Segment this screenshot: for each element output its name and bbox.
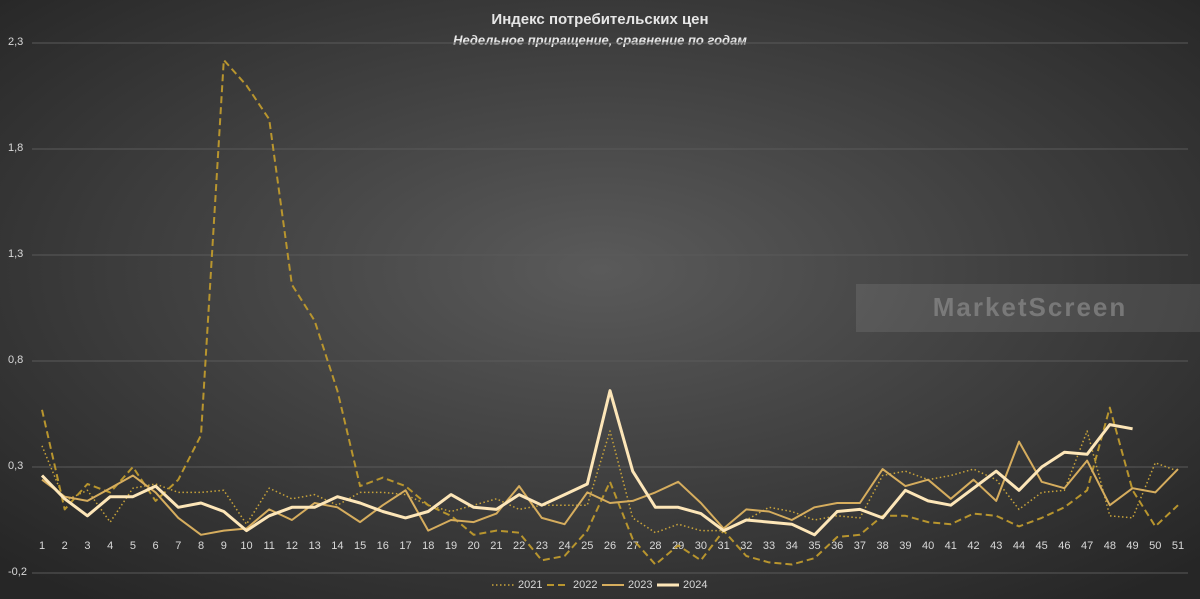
x-tick-label: 21	[490, 540, 502, 552]
x-tick-label: 40	[922, 540, 934, 552]
x-tick-label: 13	[309, 540, 321, 552]
x-tick-label: 30	[695, 540, 707, 552]
x-tick-label: 20	[468, 540, 480, 552]
legend-label: 2023	[628, 579, 652, 591]
x-tick-label: 3	[84, 540, 90, 552]
y-tick-label: 0,3	[8, 460, 23, 472]
x-tick-label: 47	[1081, 540, 1093, 552]
lines	[40, 59, 1179, 566]
x-tick-label: 31	[717, 540, 729, 552]
watermark: MarketScreen	[933, 292, 1128, 322]
y-tick-label: -0,2	[8, 566, 27, 578]
x-tick-label: 34	[786, 540, 798, 552]
x-tick-label: 18	[422, 540, 434, 552]
x-tick-label: 19	[445, 540, 457, 552]
chart-title: Индекс потребительских цен	[491, 11, 708, 28]
watermark-box	[856, 284, 1200, 332]
x-tick-label: 5	[130, 540, 136, 552]
x-tick-label: 24	[558, 540, 570, 552]
x-tick-label: 4	[107, 540, 113, 552]
grid: -0,20,30,81,31,82,31 2 3 4 5 6 7 8 9 10 11 12 13 14 15…	[8, 36, 1188, 578]
x-tick-label: 50	[1149, 540, 1161, 552]
x-tick-label: 32	[740, 540, 752, 552]
x-tick-label: 48	[1104, 540, 1116, 552]
x-tick-label: 46	[1058, 540, 1070, 552]
x-tick-label: 12	[286, 540, 298, 552]
legend-label: 2024	[683, 579, 707, 591]
x-tick-label: 43	[990, 540, 1002, 552]
x-tick-label: 51	[1172, 540, 1184, 552]
x-tick-label: 11	[263, 540, 274, 552]
x-tick-label: 6	[153, 540, 159, 552]
x-tick-label: 15	[354, 540, 366, 552]
x-tick-label: 1	[39, 540, 45, 552]
x-tick-label: 41	[945, 540, 957, 552]
x-tick-label: 10	[240, 540, 252, 552]
y-tick-label: 1,8	[8, 142, 23, 154]
x-tick-label: 2	[62, 540, 68, 552]
x-tick-label: 27	[627, 540, 639, 552]
x-tick-label: 22	[513, 540, 525, 552]
x-tick-label: 39	[899, 540, 911, 552]
x-tick-label: 36	[831, 540, 843, 552]
legend-label: 2022	[573, 579, 597, 591]
legend: 2021 2022 2023 2024	[492, 579, 707, 591]
x-tick-label: 44	[1013, 540, 1025, 552]
x-tick-label: 35	[808, 540, 820, 552]
x-tick-label: 7	[175, 540, 181, 552]
x-tick-label: 23	[536, 540, 548, 552]
x-tick-label: 28	[649, 540, 661, 552]
chart-subtitle: Недельное приращение, сравнение по годам	[453, 32, 747, 47]
x-tick-label: 26	[604, 540, 616, 552]
legend-label: 2021	[518, 579, 542, 591]
y-tick-label: 2,3	[8, 36, 23, 48]
series-line	[41, 59, 1179, 566]
x-tick-label: 49	[1126, 540, 1138, 552]
x-tick-label: 25	[581, 540, 593, 552]
x-tick-label: 9	[221, 540, 227, 552]
x-tick-label: 37	[854, 540, 866, 552]
x-tick-label: 42	[967, 540, 979, 552]
x-tick-label: 16	[377, 540, 389, 552]
x-tick-label: 14	[331, 540, 343, 552]
y-tick-label: 1,3	[8, 248, 23, 260]
x-tick-label: 38	[877, 540, 889, 552]
x-tick-label: 33	[763, 540, 775, 552]
series-line	[40, 389, 1133, 537]
series-line	[41, 430, 1179, 534]
x-tick-label: 45	[1036, 540, 1048, 552]
series-line	[41, 440, 1179, 536]
y-tick-label: 0,8	[8, 354, 23, 366]
x-tick-label: 17	[399, 540, 411, 552]
x-tick-label: 8	[198, 540, 204, 552]
